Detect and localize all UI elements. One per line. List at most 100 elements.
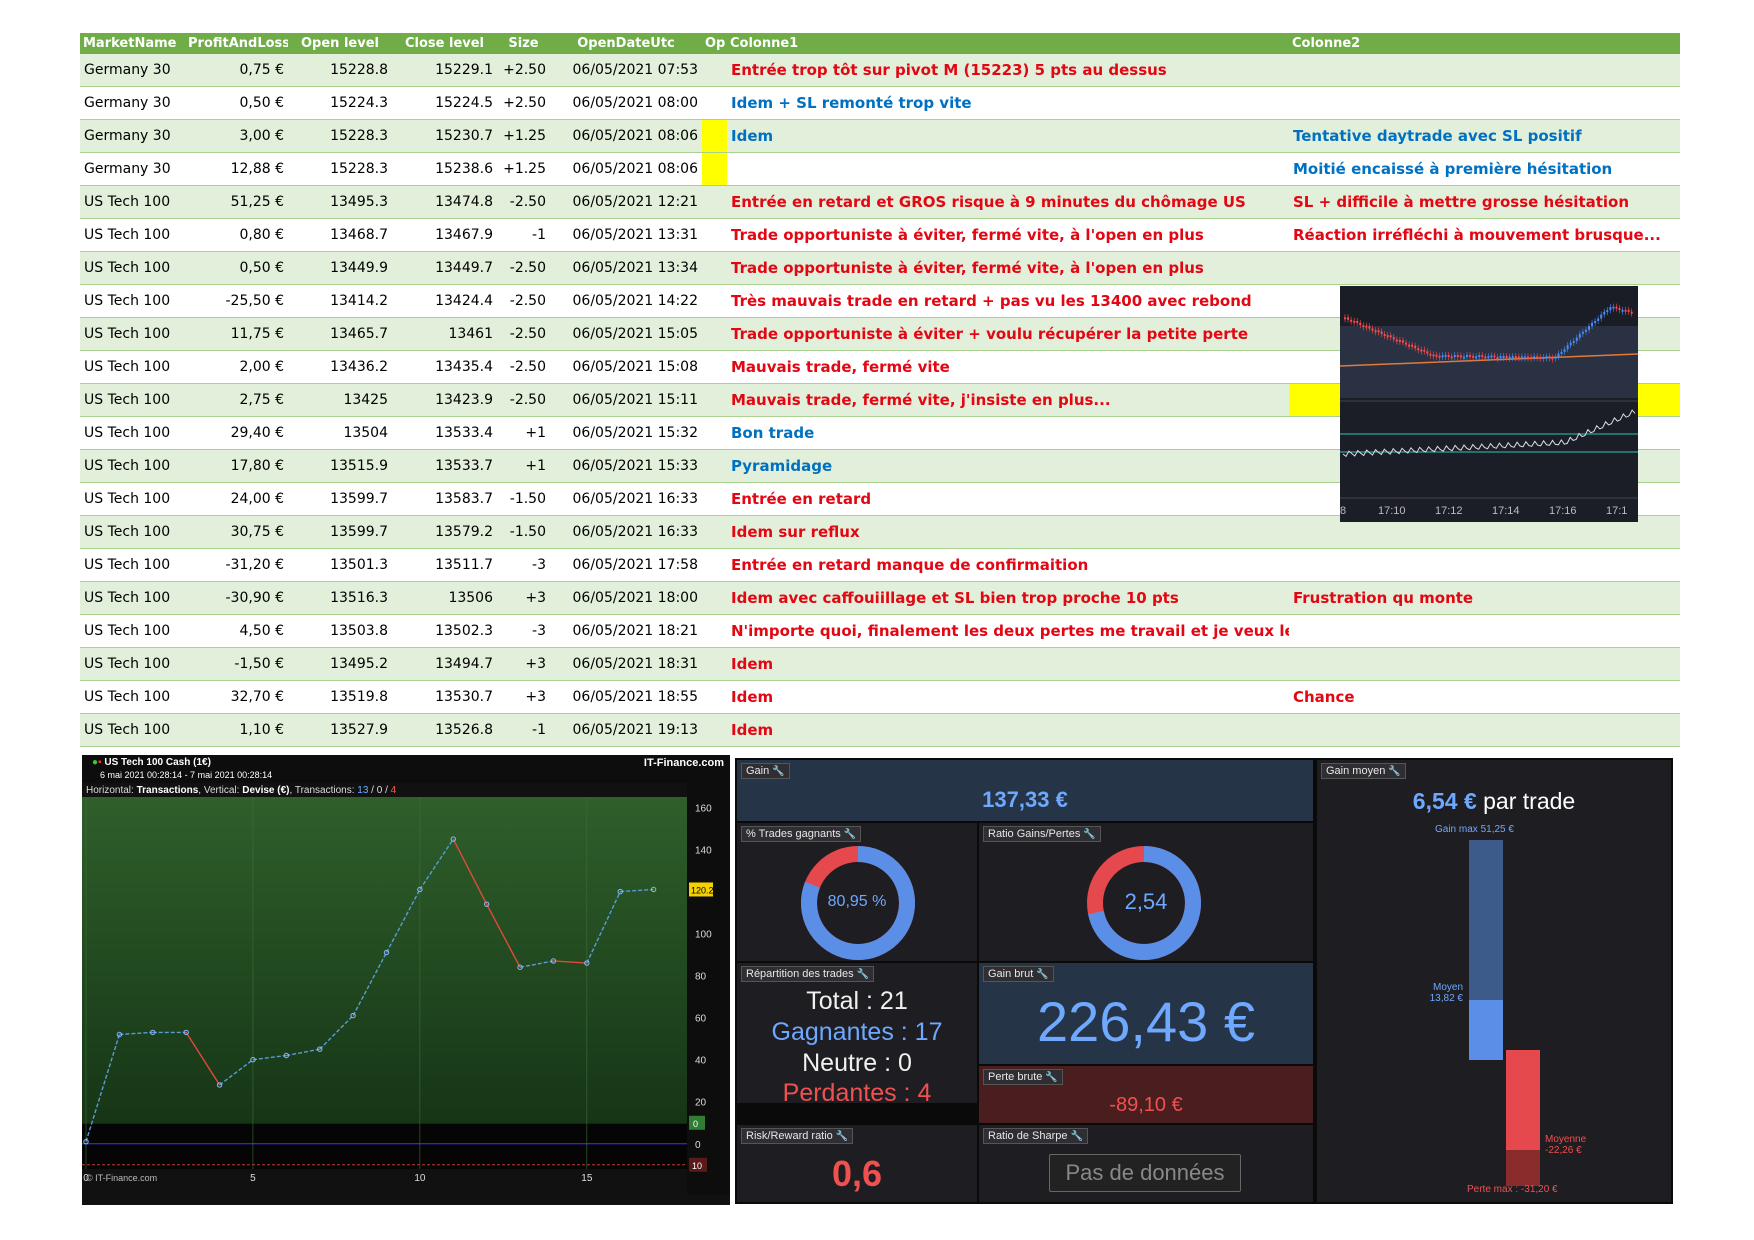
open-level-cell[interactable]: 13516.3 <box>288 581 392 615</box>
table-row[interactable]: US Tech 100 -30,90 €13516.3 13506 +3 06/05/2… <box>80 581 1680 615</box>
wrench-icon[interactable]: 🔧 <box>1070 1131 1083 1142</box>
pnl-cell[interactable]: 0,50 € <box>185 251 288 285</box>
note-colonne1-cell[interactable]: Mauvais trade, fermé vite, j'insiste en … <box>727 383 1289 417</box>
open-date-cell[interactable]: 06/05/2021 18:21 <box>550 614 702 648</box>
column-header[interactable]: Size <box>497 33 550 54</box>
op-cell[interactable] <box>702 416 727 450</box>
table-row[interactable]: US Tech 100 -31,20 €13501.3 13511.7 -3 06/05… <box>80 548 1680 582</box>
note-colonne1-cell[interactable]: Idem avec caffouiillage et SL bien trop … <box>727 581 1289 615</box>
pnl-cell[interactable]: 17,80 € <box>185 449 288 483</box>
market-cell[interactable]: US Tech 100 <box>80 515 185 549</box>
table-row[interactable]: Germany 30 0,75 €15228.8 15229.1 +2.50 06/05… <box>80 53 1680 87</box>
size-cell[interactable]: -1.50 <box>497 482 550 516</box>
open-date-cell[interactable]: 06/05/2021 12:21 <box>550 185 702 219</box>
op-cell[interactable] <box>702 119 727 153</box>
open-level-cell[interactable]: 13599.7 <box>288 515 392 549</box>
pnl-cell[interactable]: -25,50 € <box>185 284 288 318</box>
column-header[interactable]: OpenDateUtc <box>550 33 702 54</box>
open-level-cell[interactable]: 13495.2 <box>288 647 392 681</box>
close-level-cell[interactable]: 13511.7 <box>392 548 497 582</box>
op-cell[interactable] <box>702 614 727 648</box>
pnl-cell[interactable]: 11,75 € <box>185 317 288 351</box>
note-colonne2-cell[interactable]: Moitié encaissé à première hésitation <box>1289 152 1680 186</box>
market-cell[interactable]: US Tech 100 <box>80 251 185 285</box>
note-colonne1-cell[interactable]: N'importe quoi, finalement les deux pert… <box>727 614 1289 648</box>
op-cell[interactable] <box>702 284 727 318</box>
op-cell[interactable] <box>702 86 727 120</box>
tile-gain-brut-label[interactable]: Gain brut 🔧 <box>983 966 1054 982</box>
close-level-cell[interactable]: 13494.7 <box>392 647 497 681</box>
open-date-cell[interactable]: 06/05/2021 08:06 <box>550 152 702 186</box>
op-cell[interactable] <box>702 713 727 747</box>
note-colonne1-cell[interactable]: Trade opportuniste à éviter, fermé vite,… <box>727 218 1289 252</box>
close-level-cell[interactable]: 13506 <box>392 581 497 615</box>
size-cell[interactable]: -2.50 <box>497 251 550 285</box>
note-colonne2-cell[interactable] <box>1289 713 1680 747</box>
pnl-cell[interactable]: 2,00 € <box>185 350 288 384</box>
equity-point[interactable] <box>483 901 490 907</box>
wrench-icon[interactable]: 🔧 <box>1045 1072 1058 1083</box>
note-colonne1-cell[interactable]: Entrée trop tôt sur pivot M (15223) 5 pt… <box>727 53 1289 87</box>
table-row[interactable]: US Tech 100 11,75 €13465.7 13461 -2.50 06/05… <box>80 317 1680 351</box>
size-cell[interactable]: -1 <box>497 713 550 747</box>
open-date-cell[interactable]: 06/05/2021 08:06 <box>550 119 702 153</box>
open-level-cell[interactable]: 13468.7 <box>288 218 392 252</box>
size-cell[interactable]: +3 <box>497 647 550 681</box>
close-level-cell[interactable]: 13474.8 <box>392 185 497 219</box>
table-row[interactable]: US Tech 100 4,50 €13503.8 13502.3 -3 06/05/2… <box>80 614 1680 648</box>
tile-pct-gagnants-label[interactable]: % Trades gagnants 🔧 <box>741 826 862 842</box>
op-cell[interactable] <box>702 548 727 582</box>
wrench-icon[interactable]: 🔧 <box>843 829 857 840</box>
pnl-cell[interactable]: 4,50 € <box>185 614 288 648</box>
open-date-cell[interactable]: 06/05/2021 16:33 <box>550 515 702 549</box>
equity-point[interactable] <box>617 888 623 895</box>
market-cell[interactable]: US Tech 100 <box>80 317 185 351</box>
size-cell[interactable]: +2.50 <box>497 86 550 120</box>
column-header[interactable]: ProfitAndLoss <box>185 33 288 54</box>
close-level-cell[interactable]: 13533.4 <box>392 416 497 450</box>
op-cell[interactable] <box>702 53 727 87</box>
note-colonne2-cell[interactable] <box>1289 251 1680 285</box>
table-row[interactable]: Germany 30 0,50 €15224.3 15224.5 +2.50 06/05… <box>80 86 1680 120</box>
tile-risk-reward-label[interactable]: Risk/Reward ratio 🔧 <box>741 1128 854 1144</box>
note-colonne1-cell[interactable]: Idem <box>727 119 1289 153</box>
table-row[interactable]: US Tech 100 30,75 €13599.7 13579.2 -1.50 06/… <box>80 515 1680 549</box>
op-cell[interactable] <box>702 581 727 615</box>
pnl-cell[interactable]: 0,80 € <box>185 218 288 252</box>
market-cell[interactable]: US Tech 100 <box>80 647 185 681</box>
open-level-cell[interactable]: 15228.3 <box>288 119 392 153</box>
close-level-cell[interactable]: 13424.4 <box>392 284 497 318</box>
size-cell[interactable]: +1.25 <box>497 119 550 153</box>
wrench-icon[interactable]: 🔧 <box>772 766 785 777</box>
note-colonne2-cell[interactable]: Frustration qu monte <box>1289 581 1680 615</box>
size-cell[interactable]: +1 <box>497 449 550 483</box>
open-date-cell[interactable]: 06/05/2021 15:05 <box>550 317 702 351</box>
pnl-cell[interactable]: 3,00 € <box>185 119 288 153</box>
open-date-cell[interactable]: 06/05/2021 18:00 <box>550 581 702 615</box>
equity-point[interactable] <box>383 949 390 956</box>
note-colonne1-cell[interactable]: Trade opportuniste à éviter, fermé vite,… <box>727 251 1289 285</box>
size-cell[interactable]: -3 <box>497 614 550 648</box>
note-colonne2-cell[interactable]: Tentative daytrade avec SL positif <box>1289 119 1680 153</box>
pnl-cell[interactable]: 12,88 € <box>185 152 288 186</box>
equity-point[interactable] <box>550 958 557 964</box>
equity-point[interactable] <box>216 1082 223 1088</box>
pnl-cell[interactable]: 1,10 € <box>185 713 288 747</box>
close-level-cell[interactable]: 15229.1 <box>392 53 497 87</box>
wrench-icon[interactable]: 🔧 <box>1036 969 1049 980</box>
table-row[interactable]: US Tech 100 0,50 €13449.9 13449.7 -2.50 06/0… <box>80 251 1680 285</box>
op-cell[interactable] <box>702 449 727 483</box>
pnl-cell[interactable]: 29,40 € <box>185 416 288 450</box>
close-level-cell[interactable]: 13502.3 <box>392 614 497 648</box>
table-row[interactable]: US Tech 100 1,10 €13527.9 13526.8 -1 06/05/2… <box>80 713 1680 747</box>
note-colonne2-cell[interactable] <box>1289 53 1680 87</box>
wrench-icon[interactable]: 🔧 <box>835 1131 849 1142</box>
market-cell[interactable]: US Tech 100 <box>80 449 185 483</box>
open-level-cell[interactable]: 13504 <box>288 416 392 450</box>
open-level-cell[interactable]: 13527.9 <box>288 713 392 747</box>
pnl-cell[interactable]: -30,90 € <box>185 581 288 615</box>
equity-point[interactable] <box>517 964 523 970</box>
size-cell[interactable]: -2.50 <box>497 284 550 318</box>
pnl-cell[interactable]: 24,00 € <box>185 482 288 516</box>
column-header[interactable]: Open level <box>288 33 392 54</box>
